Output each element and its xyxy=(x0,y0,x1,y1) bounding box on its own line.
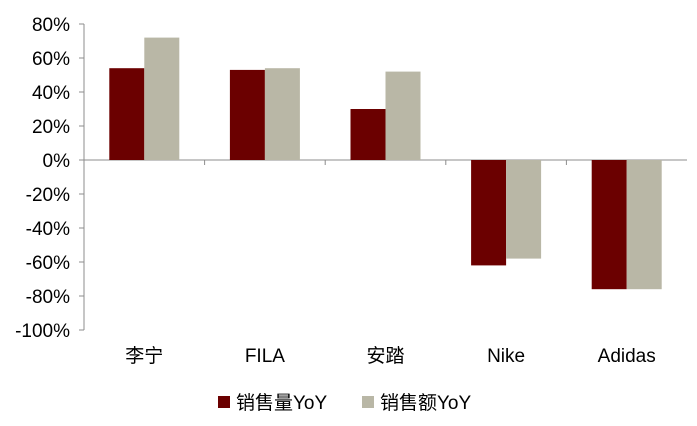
bar-sales-volume-0 xyxy=(109,68,145,160)
y-tick-label: 80% xyxy=(32,15,70,36)
legend-label: 销售额YoY xyxy=(380,392,471,414)
legend-swatch xyxy=(218,396,230,408)
y-tick-label: 0% xyxy=(43,151,71,172)
bar-sales-volume-3 xyxy=(471,160,507,266)
y-tick-label: 20% xyxy=(32,117,70,138)
bar-sales-amount-3 xyxy=(506,160,542,259)
bar-sales-amount-2 xyxy=(385,71,421,160)
bar-sales-volume-2 xyxy=(350,109,386,160)
legend-label: 销售量YoY xyxy=(236,392,327,414)
x-category-label: FILA xyxy=(245,346,285,367)
x-category-label: Nike xyxy=(487,346,525,367)
bar-sales-amount-0 xyxy=(144,37,180,160)
legend: 销售量YoY 销售额YoY xyxy=(218,392,471,414)
bar-sales-amount-1 xyxy=(264,68,300,160)
x-category-label: Adidas xyxy=(598,346,656,367)
bar-sales-volume-1 xyxy=(229,69,265,160)
y-tick-label: -20% xyxy=(26,185,70,206)
chart-bars xyxy=(109,37,662,290)
y-tick-label: 60% xyxy=(32,49,70,70)
y-tick-label: 40% xyxy=(32,83,70,104)
x-category-label: 安踏 xyxy=(366,345,404,367)
y-tick-label: -60% xyxy=(26,253,70,274)
legend-swatch xyxy=(362,396,374,408)
x-category-label: 李宁 xyxy=(125,345,163,367)
y-axis-tick-labels: 80% 60% 40% 20% 0% -20% -40% -60% -80% -100% xyxy=(15,15,70,342)
bar-sales-volume-4 xyxy=(591,160,627,290)
y-tick-label: -80% xyxy=(26,287,70,308)
x-axis-category-labels: 李宁 FILA 安踏 Nike Adidas xyxy=(125,345,655,367)
y-tick-label: -40% xyxy=(26,219,70,240)
bar-sales-amount-4 xyxy=(626,160,662,290)
y-tick-label: -100% xyxy=(15,321,70,342)
